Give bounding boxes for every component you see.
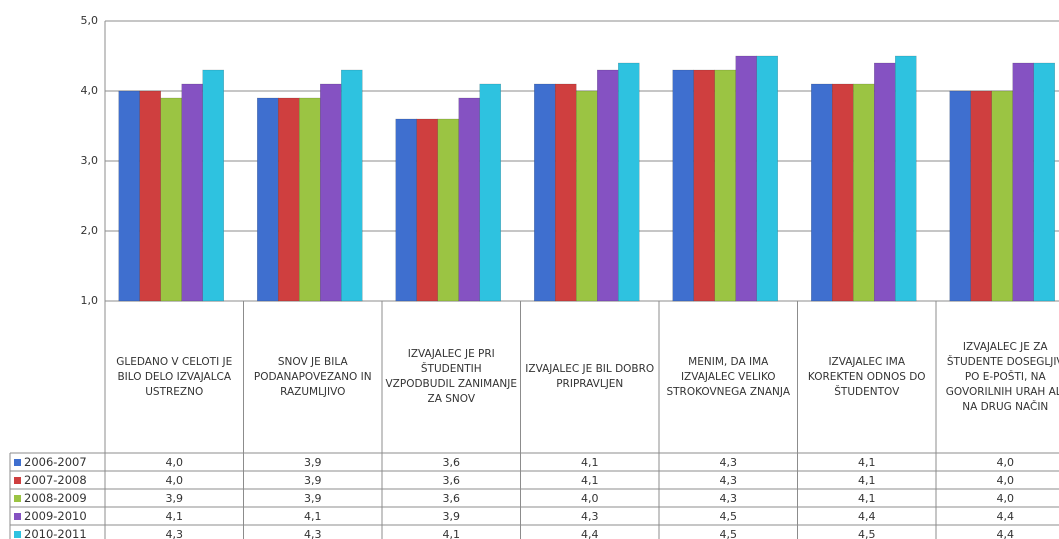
table-value: 4,1 [581, 473, 599, 487]
category-label: GLEDANO V CELOTI JE BILO DELO IZVAJALCA … [116, 355, 233, 398]
table-value: 4,0 [165, 473, 184, 487]
category-label: IZVAJALEC JE PRI ŠTUDENTIH VZPODBUDIL ZA… [385, 348, 517, 405]
bar [416, 118, 438, 302]
bar [874, 62, 896, 302]
bar [181, 83, 203, 302]
table-value: 4,0 [581, 491, 599, 505]
bar [693, 69, 715, 302]
table-value: 3,6 [442, 491, 461, 505]
table-value: 4,3 [719, 473, 738, 487]
table-value: 4,1 [858, 473, 876, 487]
bar [299, 97, 321, 302]
table-value: 4,0 [165, 455, 184, 469]
table-value: 4,1 [858, 455, 876, 469]
legend-key [14, 494, 21, 502]
bar [555, 83, 577, 302]
table-value: 4,3 [719, 455, 738, 469]
table-value: 4,1 [581, 455, 599, 469]
bar [458, 97, 480, 302]
bar [139, 90, 161, 302]
legend-key [14, 530, 21, 538]
bar [756, 55, 778, 302]
table-value: 4,1 [304, 509, 322, 523]
bar [257, 97, 279, 302]
legend-label: 2009-2010 [24, 508, 87, 523]
category-label: MENIM, DA IMA IZVAJALEC VELIKO STROKOVNE… [666, 355, 791, 398]
table-value: 4,3 [719, 491, 738, 505]
table-value: 3,9 [442, 509, 461, 523]
table-value: 4,3 [165, 527, 184, 539]
table-value: 3,6 [442, 473, 461, 487]
bar [895, 55, 917, 302]
y-tick-label: 3,0 [81, 154, 99, 167]
bar [278, 97, 300, 302]
bar [395, 118, 417, 302]
y-tick-label: 1,0 [81, 294, 99, 307]
bar [576, 90, 598, 302]
category-label: SNOV JE BILA PODANAPOVEZANO IN RAZUMLJIV… [253, 355, 372, 398]
bar [534, 83, 556, 302]
bar [672, 69, 694, 302]
bar [118, 90, 140, 302]
table-value: 4,1 [165, 509, 184, 523]
bar [320, 83, 342, 302]
bar [714, 69, 736, 302]
table-value: 4,3 [304, 527, 322, 539]
bar [853, 83, 875, 302]
bar [341, 69, 363, 302]
legend-label: 2007-2008 [24, 472, 87, 487]
legend-label: 2010-2011 [24, 526, 87, 539]
table-value: 4,3 [581, 509, 599, 523]
table-value: 4,4 [996, 509, 1015, 523]
table-value: 4,4 [858, 509, 876, 523]
bar [437, 118, 459, 302]
legend-entry: 2006-2007 [10, 453, 105, 471]
y-tick-label: 2,0 [81, 224, 99, 237]
table-value: 4,4 [996, 527, 1015, 539]
table-value: 4,5 [719, 509, 738, 523]
category-label: IZVAJALEC JE BIL DOBRO PRIPRAVLJEN [525, 363, 655, 390]
table-value: 3,9 [304, 473, 322, 487]
bar [832, 83, 854, 302]
bar [1033, 62, 1055, 302]
table-value: 3,9 [304, 455, 322, 469]
legend-entry: 2007-2008 [10, 471, 105, 489]
bar [970, 90, 992, 302]
table-value: 4,5 [858, 527, 876, 539]
bar [597, 69, 619, 302]
table-value: 3,9 [304, 491, 322, 505]
table-value: 3,6 [442, 455, 461, 469]
bar [949, 90, 971, 302]
bar [618, 62, 640, 302]
category-label: IZVAJALEC JE ZA ŠTUDENTE DOSEGLJIV PO E-… [945, 340, 1059, 413]
legend-key [14, 512, 21, 520]
bar [811, 83, 833, 302]
table-value: 4,0 [996, 491, 1015, 505]
legend-label: 2006-2007 [24, 454, 87, 469]
bar [1012, 62, 1034, 302]
y-tick-label: 5,0 [81, 14, 99, 27]
category-label: IZVAJALEC IMA KOREKTEN ODNOS DO ŠTUDENTO… [807, 355, 926, 398]
table-value: 4,5 [719, 527, 738, 539]
bar [991, 90, 1013, 302]
bar [479, 83, 501, 302]
legend-entry: 2010-2011 [10, 525, 105, 539]
table-value: 4,1 [858, 491, 876, 505]
legend-entry: 2009-2010 [10, 507, 105, 525]
bar [735, 55, 757, 302]
table-value: 4,4 [581, 527, 599, 539]
table-value: 4,0 [996, 473, 1015, 487]
legend-label: 2008-2009 [24, 490, 87, 505]
y-tick-label: 4,0 [81, 84, 99, 97]
table-value: 4,0 [996, 455, 1015, 469]
table-value: 3,9 [165, 491, 184, 505]
bar [202, 69, 224, 302]
legend-key [14, 458, 21, 466]
bar [160, 97, 182, 302]
legend-entry: 2008-2009 [10, 489, 105, 507]
legend-key [14, 476, 21, 484]
table-value: 4,1 [442, 527, 461, 539]
